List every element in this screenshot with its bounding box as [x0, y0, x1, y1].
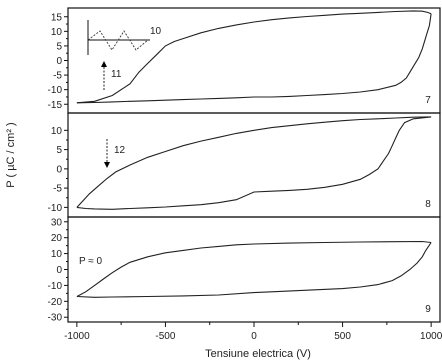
- y-tick-label: 5: [56, 41, 62, 52]
- panel-7: 15 10 5 0 -5 -10 -15 7 10 11: [48, 7, 441, 114]
- y-tick-label: 10: [51, 126, 63, 137]
- y-tick-label: 15: [51, 12, 63, 23]
- y-tick-label: 20: [51, 233, 63, 244]
- x-axis-label: Tensiune electrica (V): [205, 348, 311, 360]
- y-tick-label: 0: [56, 164, 62, 175]
- inset-label: 10: [150, 26, 162, 37]
- x-tick-label: 1000: [420, 331, 442, 342]
- y-tick-label: -30: [48, 313, 63, 324]
- y-tick-label: 10: [51, 249, 63, 260]
- y-tick-label: -20: [48, 297, 63, 308]
- loop-upper-branch: [76, 240, 432, 297]
- y-tick-label: 0: [56, 56, 62, 67]
- inset-triangle-waveform: [87, 30, 149, 51]
- panel-frame: [67, 216, 441, 323]
- panel-8: 10 5 0 -5 -10 8 12: [48, 112, 441, 218]
- y-tick-label: 30: [51, 217, 63, 228]
- x-tick-label: -500: [155, 331, 175, 342]
- x-tick-label: 500: [334, 331, 351, 342]
- x-axis: -1000 -500 0 500 1000: [64, 322, 442, 342]
- panel-9: 30 20 10 0 -10 -20 -30 9 P ≈ 0: [48, 216, 441, 324]
- y-tick-label: -15: [48, 100, 63, 111]
- loop-lower-branch: [76, 242, 432, 298]
- y-tick-label: 10: [51, 27, 63, 38]
- y-tick-label: 5: [56, 145, 62, 156]
- panel-label: 9: [425, 304, 431, 315]
- loop-upper-branch: [76, 116, 432, 208]
- y-tick-label: -10: [48, 85, 63, 96]
- panel-label: 8: [425, 199, 431, 210]
- arrow-annotation: 11: [101, 61, 122, 90]
- panel-label: 7: [425, 95, 431, 106]
- loop-lower-branch: [76, 13, 432, 104]
- annotation-text: P ≈ 0: [79, 256, 103, 267]
- y-tick-label: -5: [53, 71, 62, 82]
- x-tick-label: -1000: [64, 331, 90, 342]
- arrow-head: [101, 61, 107, 67]
- panel-frame: [67, 112, 441, 218]
- loop-upper-branch: [76, 10, 432, 104]
- arrow-label: 12: [114, 145, 126, 156]
- y-tick-label: -5: [53, 184, 62, 195]
- x-tick-label: 0: [251, 331, 257, 342]
- waveform-inset: 10: [87, 20, 162, 55]
- y-axis-label: P ( µC / cm² ): [5, 122, 17, 187]
- y-tick-label: -10: [48, 281, 63, 292]
- arrow-annotation: 12: [104, 139, 126, 168]
- arrow-head: [104, 162, 110, 168]
- y-tick-label: -10: [48, 203, 63, 214]
- loop-lower-branch: [76, 116, 432, 210]
- arrow-label: 11: [111, 69, 122, 80]
- y-tick-label: 0: [56, 265, 62, 276]
- panels-group: 15 10 5 0 -5 -10 -15 7 10 11 10 5 0 -5 -10 8 12 30 20 10 0 -1…: [48, 7, 441, 324]
